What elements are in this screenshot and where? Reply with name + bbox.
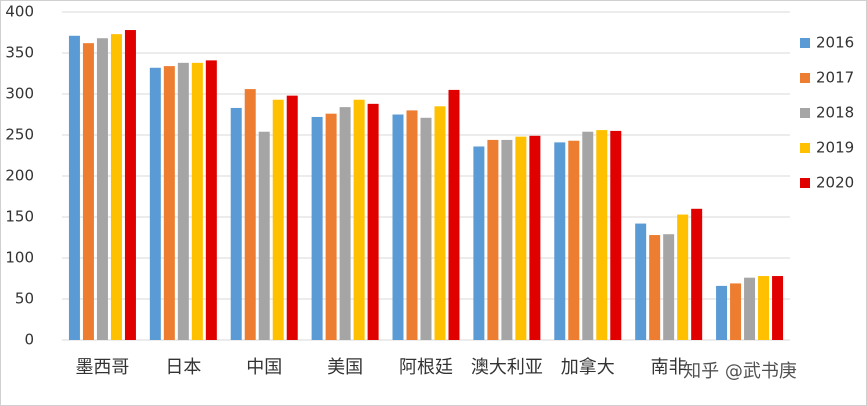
bar — [244, 89, 256, 340]
bar — [163, 66, 175, 341]
x-tick-label: 南非 — [651, 357, 687, 378]
bar — [149, 67, 161, 340]
x-tick-label: 阿根廷 — [399, 357, 453, 378]
y-tick-label: 400 — [5, 3, 34, 21]
bar — [191, 62, 203, 341]
bar — [744, 277, 756, 340]
bar — [325, 113, 337, 341]
bar — [596, 130, 608, 340]
x-tick-label: 墨西哥 — [75, 357, 129, 378]
y-tick-label: 200 — [5, 167, 34, 185]
bar — [177, 62, 189, 341]
x-tick-label: 澳大利亚 — [471, 357, 543, 378]
bar — [311, 116, 323, 341]
bar — [406, 110, 418, 341]
bar — [691, 208, 703, 340]
bar — [286, 95, 298, 340]
legend-label: 2020 — [816, 174, 854, 192]
bar — [758, 276, 770, 340]
bar — [110, 34, 122, 340]
y-tick-label: 50 — [15, 290, 34, 308]
bar — [230, 107, 242, 340]
bar — [434, 106, 446, 340]
legend-swatch — [800, 143, 810, 153]
y-tick-label: 100 — [5, 249, 34, 267]
bar — [515, 136, 527, 340]
legend-label: 2016 — [816, 34, 854, 52]
bar — [205, 60, 217, 340]
x-tick-label: 加拿大 — [561, 356, 615, 378]
bar — [772, 276, 784, 340]
bar — [610, 130, 622, 340]
bar — [124, 30, 136, 340]
bar — [582, 131, 594, 340]
bar — [487, 139, 499, 340]
bar — [258, 131, 270, 340]
bar — [529, 135, 541, 340]
x-tick-label: 日本 — [165, 357, 201, 378]
bar — [96, 38, 108, 341]
bar — [568, 140, 580, 340]
legend-label: 2019 — [816, 139, 854, 157]
bar — [635, 223, 647, 340]
bar — [448, 89, 460, 341]
bar — [353, 99, 365, 341]
bar — [677, 214, 689, 340]
y-tick-label: 0 — [24, 331, 34, 349]
bar — [730, 283, 742, 340]
legend-swatch — [800, 178, 810, 188]
legend-swatch — [800, 73, 810, 83]
legend-label: 2018 — [816, 104, 854, 122]
bar — [392, 114, 404, 340]
bar — [339, 107, 351, 341]
bar — [420, 117, 432, 340]
bar — [501, 139, 513, 340]
bar — [554, 142, 566, 340]
y-tick-label: 300 — [5, 85, 34, 103]
bar — [82, 43, 94, 340]
watermark: 知乎 @武书庚 — [683, 361, 797, 382]
bar — [272, 99, 284, 341]
bar — [716, 285, 728, 340]
bar — [473, 146, 485, 340]
y-tick-label: 150 — [5, 208, 34, 226]
bar — [68, 35, 80, 340]
legend-label: 2017 — [816, 69, 854, 87]
bar — [367, 103, 379, 340]
x-tick-label: 美国 — [327, 357, 363, 378]
legend-swatch — [800, 38, 810, 48]
bar — [649, 235, 661, 340]
legend-swatch — [800, 108, 810, 118]
x-tick-label: 中国 — [246, 357, 282, 378]
y-tick-label: 250 — [5, 126, 34, 144]
bar — [663, 234, 675, 340]
y-tick-label: 350 — [5, 44, 34, 62]
